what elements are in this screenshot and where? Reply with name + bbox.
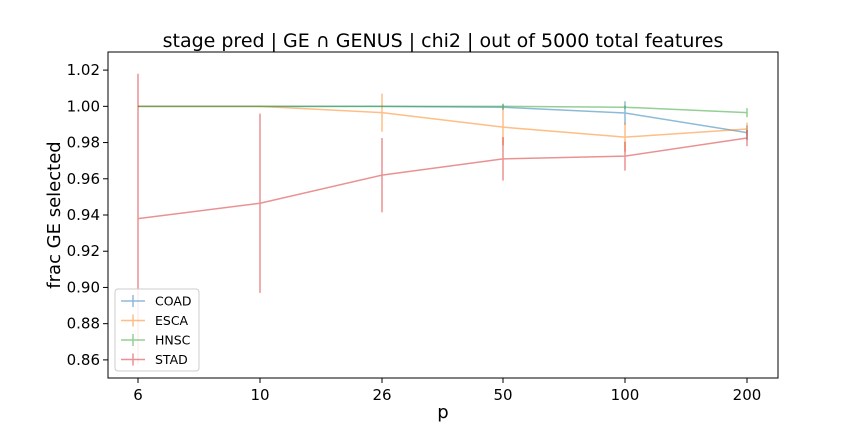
legend-label: STAD	[155, 352, 188, 367]
legend-item-stad: STAD	[121, 352, 188, 367]
series-line	[138, 105, 748, 138]
y-tick-label: 0.86	[67, 351, 100, 369]
legend: COAD ESCA HNSC STAD	[114, 288, 200, 372]
legend-item-hnsc: HNSC	[121, 333, 191, 348]
legend-box	[114, 288, 200, 372]
legend-handle	[121, 314, 145, 327]
legend-label: COAD	[155, 294, 192, 309]
x-tick-label: 10	[250, 386, 269, 404]
legend-item-coad: COAD	[121, 294, 192, 309]
legend-handle	[121, 295, 145, 307]
legend-label: ESCA	[155, 313, 189, 328]
series-esca	[138, 93, 748, 152]
x-tick-label: 6	[133, 386, 143, 404]
legend-handle	[121, 334, 145, 346]
y-axis-label: frac GE selected	[44, 141, 65, 288]
series-hnsc	[138, 103, 748, 118]
y-tick-label: 0.96	[67, 170, 100, 188]
series-line	[138, 105, 748, 114]
y-tick-label: 0.88	[67, 315, 100, 333]
y-tick-label: 0.92	[67, 242, 100, 260]
plot-series	[137, 73, 748, 364]
chart-title: stage pred | GE ∩ GENUS | chi2 | out of …	[163, 30, 724, 52]
legend-handle	[121, 353, 145, 366]
series-line	[137, 137, 748, 220]
y-tick-label: 1.00	[67, 97, 100, 115]
y-tick-label: 1.02	[67, 61, 100, 79]
y-tick-label: 0.90	[67, 278, 100, 296]
x-tick-label: 26	[372, 386, 391, 404]
legend-item-esca: ESCA	[121, 313, 189, 328]
legend-label: HNSC	[155, 333, 191, 348]
x-axis-label: p	[437, 402, 448, 423]
plot-frame	[107, 51, 779, 379]
x-axis: 6 10 26 50 100 200	[133, 378, 761, 404]
series-stad	[137, 73, 748, 364]
y-axis: 0.86 0.88 0.90 0.92 0.94 0.96 0.98 1.00 1.02	[67, 61, 108, 369]
y-tick-label: 0.94	[67, 206, 100, 224]
x-tick-label: 50	[493, 386, 512, 404]
x-tick-label: 200	[733, 386, 762, 404]
y-tick-label: 0.98	[67, 134, 100, 152]
x-tick-label: 100	[611, 386, 640, 404]
